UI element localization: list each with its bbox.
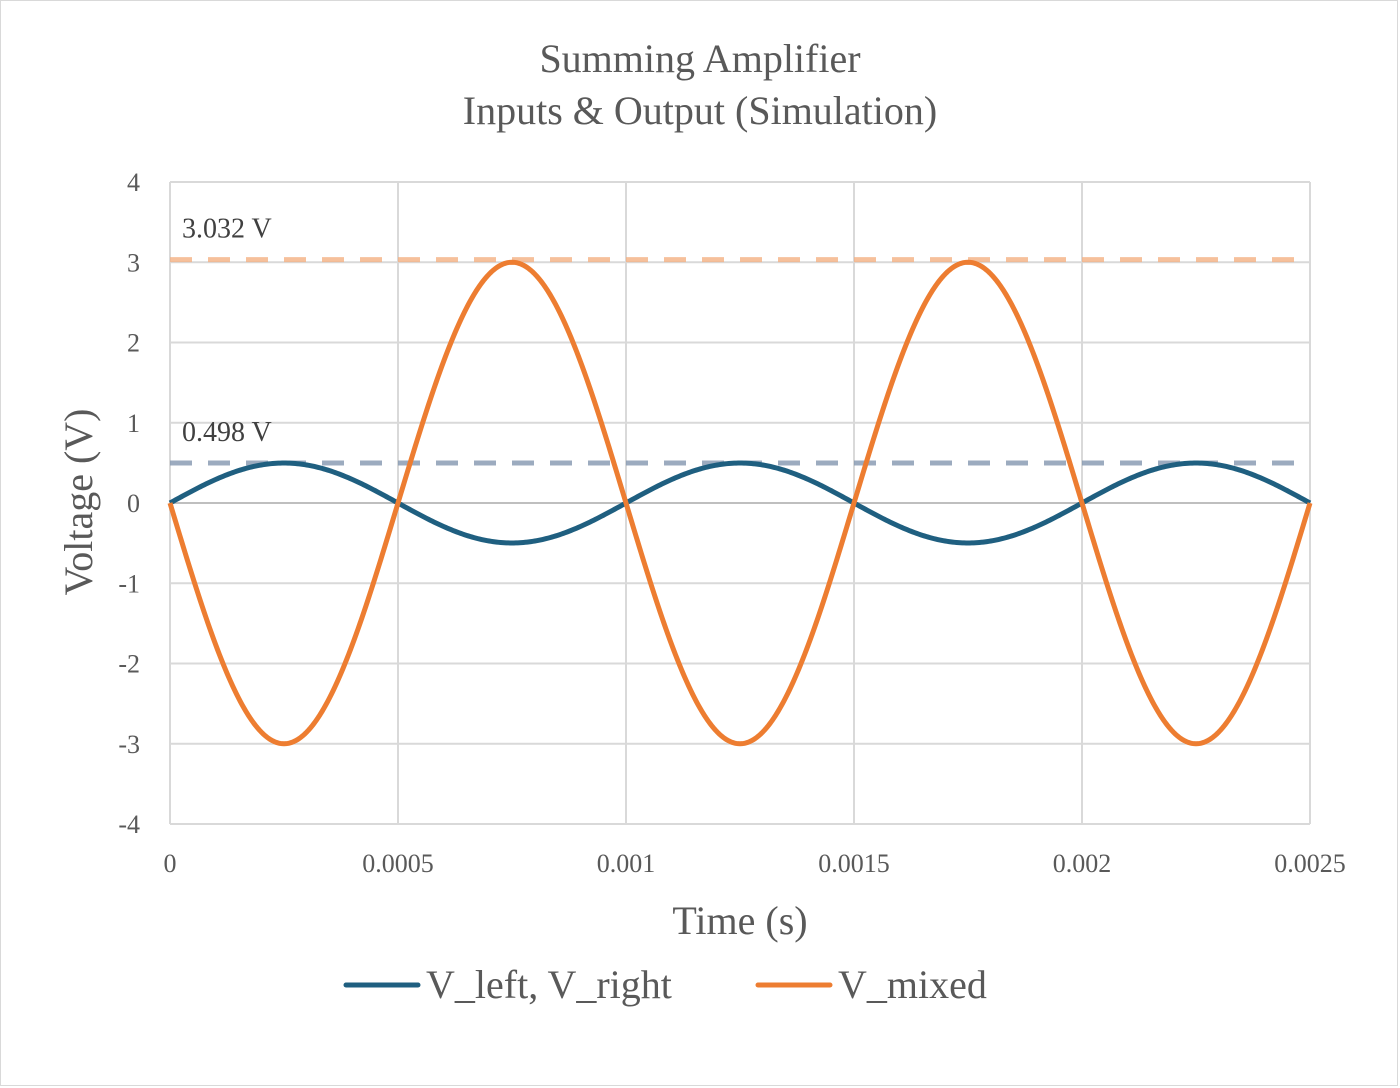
reference-line-label: 0.498 V <box>182 417 272 448</box>
reference-line-label: 3.032 V <box>182 214 272 245</box>
x-tick-label: 0.0005 <box>362 849 434 878</box>
y-tick-label: -1 <box>118 569 140 598</box>
y-tick-label: 4 <box>127 168 140 197</box>
chart-title-line-2: Inputs & Output (Simulation) <box>463 88 937 133</box>
y-tick-label: 2 <box>127 329 140 358</box>
x-tick-label: 0 <box>164 849 177 878</box>
y-tick-label: -4 <box>118 810 140 839</box>
legend-label-v-mixed: V_mixed <box>838 962 987 1007</box>
x-axis-title: Time (s) <box>672 898 807 943</box>
series-line-v-left-right <box>168 460 1312 546</box>
x-tick-label: 0.002 <box>1053 849 1112 878</box>
x-tick-label: 0.0015 <box>818 849 890 878</box>
reference-lines: 3.032 V 0.498 V <box>170 214 1310 466</box>
series-group <box>167 259 1313 747</box>
x-tick-label: 0.0025 <box>1274 849 1346 878</box>
series-line-v-mixed <box>167 259 1313 747</box>
y-tick-label: -3 <box>118 730 140 759</box>
y-tick-label: 0 <box>127 489 140 518</box>
x-tick-label: 0.001 <box>597 849 656 878</box>
legend: V_left, V_right V_mixed <box>343 962 987 1007</box>
x-tick-labels: 0 0.0005 0.001 0.0015 0.002 0.0025 <box>164 849 1346 878</box>
chart-title-line-1: Summing Amplifier <box>539 36 860 81</box>
grid <box>169 181 1311 825</box>
legend-label-v-left-right: V_left, V_right <box>426 962 672 1007</box>
y-tick-label: 3 <box>127 248 140 277</box>
y-tick-label: -2 <box>118 650 140 679</box>
y-axis-title: Voltage (V) <box>56 409 101 596</box>
y-tick-label: 1 <box>127 409 140 438</box>
y-tick-labels: 4 3 2 1 0 -1 -2 -3 -4 <box>118 168 140 839</box>
